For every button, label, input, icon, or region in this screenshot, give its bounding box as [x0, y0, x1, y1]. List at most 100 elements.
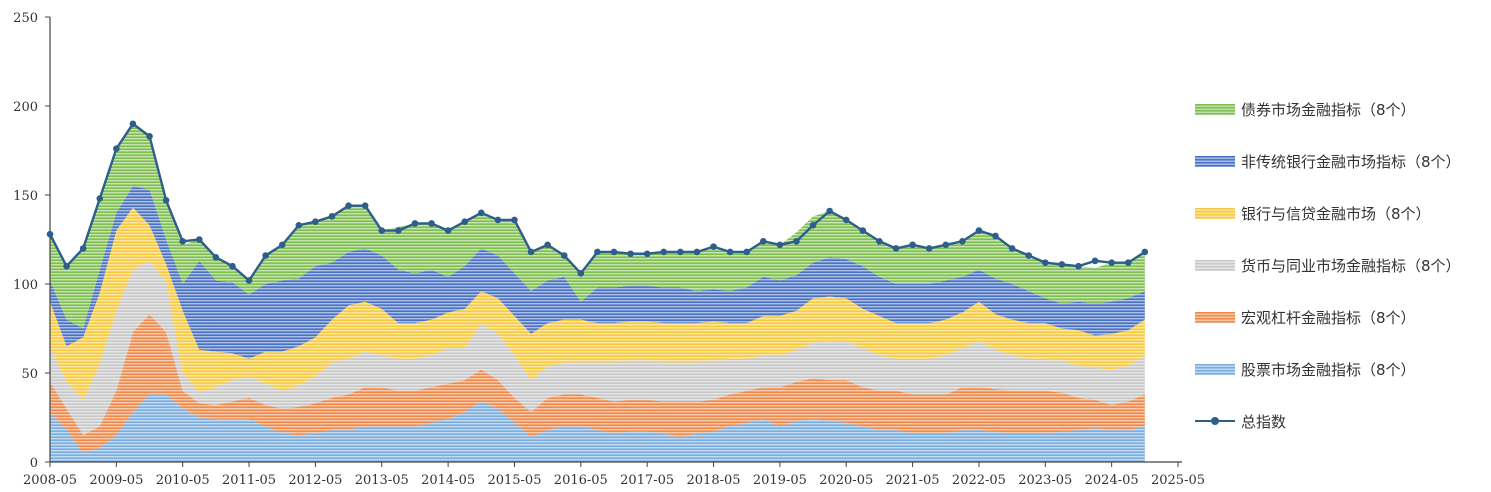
total-index-point [560, 252, 568, 259]
y-tick-label: 100 [13, 278, 38, 293]
x-tick-label: 2023-05 [1018, 473, 1072, 488]
x-tick-label: 2015-05 [487, 473, 541, 488]
total-index-point [776, 241, 784, 249]
total-index-point [229, 262, 236, 270]
total-index-point [378, 227, 386, 234]
x-tick-label: 2022-05 [952, 473, 1006, 488]
total-index-point [1025, 252, 1033, 259]
total-index-point [129, 120, 137, 128]
total-index-point [892, 245, 900, 252]
total-index-point [942, 241, 950, 249]
total-index-point [909, 241, 916, 249]
areas-layer [50, 123, 1145, 462]
total-index-point [627, 250, 634, 258]
total-index-point [113, 145, 120, 153]
total-index-point [411, 220, 419, 227]
legend-item-0: 股票市场金融指标（8个） [1195, 343, 1485, 395]
x-tick-label: 2016-05 [554, 473, 608, 488]
total-index-point [975, 227, 983, 234]
total-index-point [594, 248, 601, 256]
total-index-layer [46, 120, 1149, 284]
total-index-point [1124, 259, 1132, 266]
total-index-point [809, 221, 817, 229]
total-index-point [743, 248, 751, 256]
total-index-point [527, 248, 535, 256]
x-tick-label: 2013-05 [355, 473, 409, 488]
total-index-point [328, 213, 336, 220]
total-index-point [345, 202, 352, 209]
total-index-point [610, 248, 618, 256]
total-index-point [79, 245, 87, 252]
legend-label: 债券市场金融指标（8个） [1241, 100, 1416, 119]
total-index-point [428, 220, 435, 227]
legend-label: 宏观杠杆金融指标（8个） [1241, 308, 1416, 327]
series-area-1 [50, 314, 1145, 454]
series-area-stripes-4 [50, 186, 1145, 359]
axes-layer: 0 50 100 150 200 250 2008-05 2009-05 2010-05 2011… [13, 11, 1205, 488]
y-tick-label: 0 [30, 456, 38, 471]
legend-label: 非传统银行金融市场指标（8个） [1241, 152, 1461, 171]
total-index-point [710, 243, 717, 250]
x-tick-label: 2009-05 [89, 473, 143, 488]
legend-item-total: 总指数 [1195, 395, 1485, 447]
total-index-point [726, 248, 734, 256]
total-index-point [245, 277, 253, 284]
total-index-point [312, 218, 319, 225]
series-area-5 [50, 123, 1145, 329]
total-index-point [361, 202, 369, 209]
y-tick-label: 150 [13, 189, 38, 204]
total-index-point [212, 253, 220, 261]
total-index-point [544, 241, 551, 249]
total-index-point [1091, 257, 1099, 265]
legend-item-5: 债券市场金融指标（8个） [1195, 83, 1485, 135]
total-index-point [876, 237, 883, 245]
x-tick-label: 2019-05 [753, 473, 807, 488]
total-index-point [146, 132, 153, 140]
total-index-point [179, 237, 187, 245]
total-index-point [793, 237, 800, 245]
total-index-point [992, 232, 999, 240]
series-area-stripes-0 [50, 394, 1145, 462]
x-tick-label: 2020-05 [819, 473, 873, 488]
total-index-point [444, 227, 452, 234]
total-index-point [959, 237, 966, 245]
series-area-stripes-1 [50, 314, 1145, 454]
total-index-point [1058, 261, 1066, 268]
total-index-point [494, 216, 502, 224]
legend-label: 总指数 [1241, 412, 1287, 431]
x-tick-label: 2008-05 [23, 473, 77, 488]
series-area-stripes-2 [50, 260, 1145, 436]
series-area-0 [50, 394, 1145, 462]
total-index-point [1008, 245, 1016, 252]
total-index-point [842, 216, 850, 224]
legend-swatch [1195, 363, 1235, 375]
x-tick-label: 2018-05 [687, 473, 741, 488]
total-index-point [826, 207, 833, 215]
series-area-4 [50, 186, 1145, 359]
legend-label: 货币与同业市场金融指标（8个） [1241, 256, 1461, 275]
total-index-point [195, 236, 203, 243]
legend-item-2: 货币与同业市场金融指标（8个） [1195, 239, 1485, 291]
legend-item-4: 非传统银行金融市场指标（8个） [1195, 135, 1485, 187]
total-index-point [162, 197, 170, 204]
legend-swatch [1195, 259, 1235, 271]
total-index-point [693, 248, 701, 256]
total-index-point [1041, 259, 1049, 266]
series-area-3 [50, 207, 1145, 400]
total-index-point [477, 209, 485, 217]
x-tick-label: 2010-05 [156, 473, 210, 488]
legend-line-marker [1195, 417, 1235, 425]
x-tick-label: 2017-05 [620, 473, 674, 488]
total-index-point [46, 230, 54, 238]
total-index-point [1141, 248, 1149, 256]
total-index-point [677, 248, 684, 256]
total-index-point [1108, 259, 1115, 266]
total-index-point [295, 221, 303, 229]
legend-swatch [1195, 311, 1235, 323]
legend-swatch [1195, 155, 1235, 167]
legend-label: 股票市场金融指标（8个） [1241, 360, 1416, 379]
total-index-point [262, 252, 269, 259]
x-tick-label: 2021-05 [886, 473, 940, 488]
legend-swatch [1195, 207, 1235, 219]
